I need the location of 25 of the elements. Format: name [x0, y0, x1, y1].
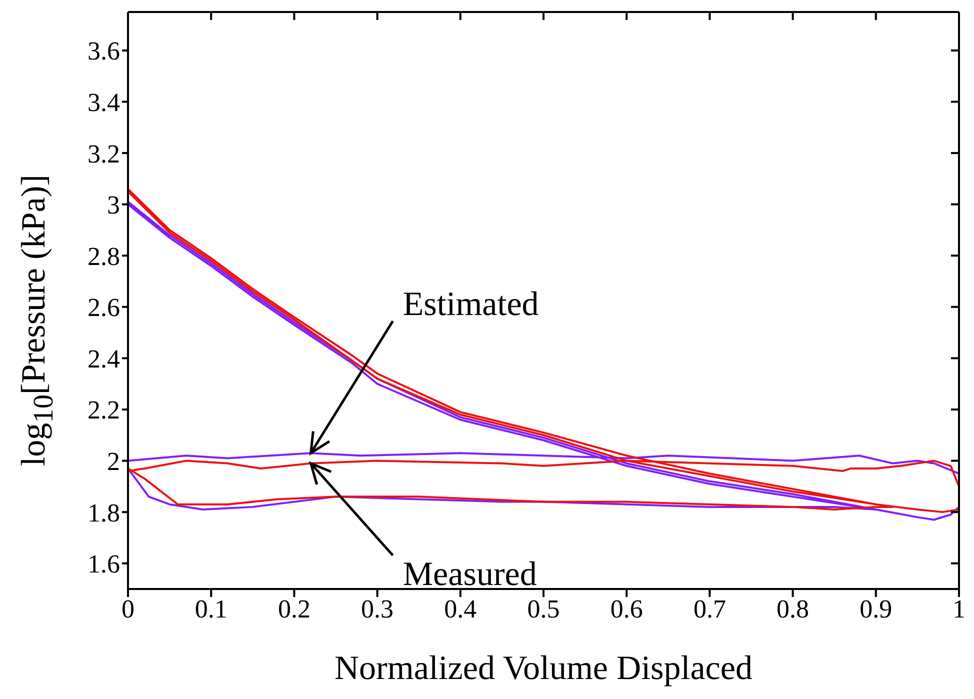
- y-tick-label: 3.2: [88, 139, 120, 168]
- y-tick-label: 2.2: [88, 396, 120, 425]
- x-tick-label: 0.6: [610, 594, 643, 624]
- y-tick-label: 1.6: [88, 550, 120, 579]
- x-tick-label: 0.1: [194, 594, 228, 624]
- annotation: Measured: [402, 556, 537, 594]
- y-tick-label: 1.8: [88, 498, 120, 528]
- x-axis-title: Normalized Volume Displaced: [334, 650, 752, 687]
- y-tick-label: 2: [107, 447, 120, 476]
- y-tick-label: 2.6: [88, 293, 120, 322]
- x-tick-label: 0.4: [444, 594, 477, 624]
- x-tick-label: 0: [122, 594, 134, 624]
- x-tick-label: 0.9: [860, 594, 892, 624]
- x-tick-label: 0.5: [527, 594, 560, 624]
- x-tick-label: 0.8: [776, 594, 810, 624]
- y-tick-label: 3: [107, 190, 120, 220]
- y-tick-label: 3.6: [88, 36, 120, 66]
- x-tick-label: 0.2: [278, 594, 310, 624]
- y-tick-label: 2.8: [88, 242, 120, 271]
- x-tick-label: 0.3: [361, 594, 394, 624]
- y-tick-label: 2.4: [88, 344, 120, 374]
- x-tick-label: 0.7: [693, 594, 726, 624]
- y-tick-label: 3.4: [88, 88, 120, 117]
- annotation: Estimated: [402, 286, 539, 323]
- x-tick-label: 1: [952, 594, 966, 624]
